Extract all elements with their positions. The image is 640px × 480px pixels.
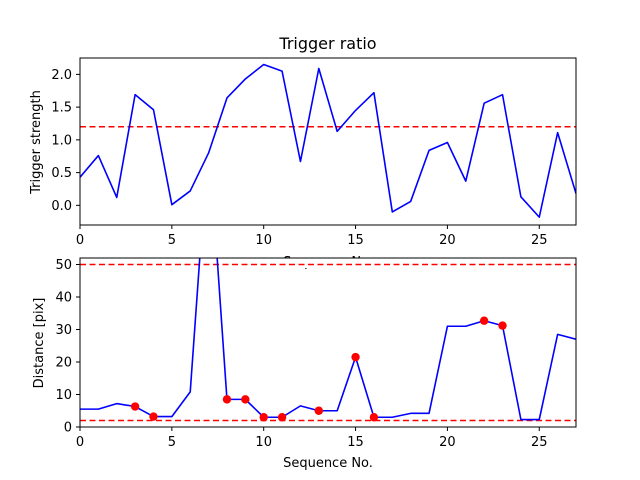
y-tick-label: 40 — [55, 291, 72, 306]
y-tick-label: 30 — [55, 323, 72, 338]
y-tick-label: 50 — [55, 258, 72, 273]
x-tick-label: 15 — [347, 435, 364, 450]
ticks: 0 5 10 15 20 25 0.0 0.5 1.0 1.5 2.0 — [51, 68, 547, 248]
y-tick-label: 10 — [55, 388, 72, 403]
x-tick-label: 0 — [76, 233, 84, 248]
threshold-lines — [80, 263, 576, 422]
data-point-marker — [130, 402, 140, 411]
x-tick-label: 5 — [168, 435, 176, 450]
series-line — [80, 63, 576, 218]
y-tick-label: 20 — [55, 356, 72, 371]
y-tick-label: 0.0 — [51, 199, 72, 214]
y-tick-label: 0 — [64, 421, 72, 436]
data-point-marker — [351, 352, 360, 362]
data-point-marker — [369, 413, 379, 422]
data-point-marker — [314, 406, 324, 415]
x-tick-label: 5 — [168, 233, 176, 248]
series — [80, 63, 576, 218]
x-axis-label: Sequence No. — [283, 456, 373, 471]
y-tick-label: 2.0 — [51, 68, 72, 83]
y-tick-label: 1.0 — [51, 133, 72, 148]
x-tick-label: 20 — [439, 233, 456, 248]
subplot-gap — [80, 258, 576, 268]
series-line — [80, 258, 576, 421]
plot-frame — [79, 257, 577, 428]
data-point-marker — [222, 395, 232, 404]
data-point-marker — [277, 413, 287, 422]
x-tick-label: 0 — [76, 435, 84, 450]
chart-title: Trigger ratio — [278, 34, 376, 53]
trigger-ratio-chart: Trigger ratio Trigger strength 0 5 10 15 20 2… — [29, 34, 577, 270]
distance-chart: Distance [pix] 0 5 10 15 20 25 0 10 20 30 40 50 Seq… — [32, 257, 577, 471]
data-point-marker — [241, 395, 250, 404]
series — [80, 258, 576, 421]
markers — [130, 316, 507, 422]
x-tick-label: 15 — [347, 233, 364, 248]
ticks: 0 5 10 15 20 25 0 10 20 30 40 50 — [55, 258, 547, 450]
x-tick-label: 20 — [439, 435, 456, 450]
x-tick-label: 10 — [255, 435, 272, 450]
data-point-marker — [498, 321, 507, 330]
y-axis-label: Trigger strength — [29, 90, 44, 195]
x-tick-label: 25 — [531, 233, 548, 248]
data-point-marker — [259, 413, 268, 422]
data-point-marker — [479, 316, 489, 325]
y-axis-label: Distance [pix] — [32, 298, 47, 389]
data-point-marker — [149, 412, 158, 421]
y-tick-label: 1.5 — [51, 101, 72, 116]
plot-frame — [79, 57, 577, 226]
x-tick-label: 25 — [531, 435, 548, 450]
y-tick-label: 0.5 — [51, 166, 72, 181]
x-tick-label: 10 — [255, 233, 272, 248]
